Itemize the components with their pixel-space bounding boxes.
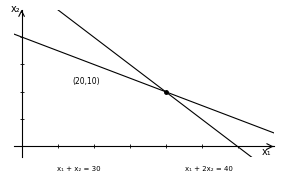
Text: x₁ + 2x₂ = 40: x₁ + 2x₂ = 40 — [185, 166, 233, 172]
Polygon shape — [22, 26, 245, 146]
Text: x₁ + x₂ = 30: x₁ + x₂ = 30 — [57, 166, 101, 172]
Text: x₂: x₂ — [11, 4, 21, 14]
Text: x₁: x₁ — [262, 147, 271, 157]
Text: (20,10): (20,10) — [72, 77, 100, 85]
